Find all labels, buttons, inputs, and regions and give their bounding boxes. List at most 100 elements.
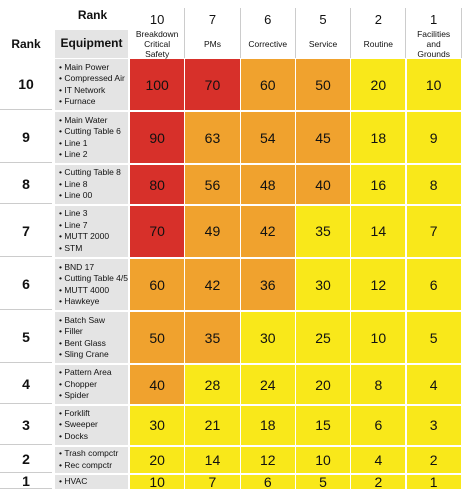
equipment-item: Forklift bbox=[59, 408, 98, 420]
value-cell: 40 bbox=[130, 365, 185, 404]
value-cell: 2 bbox=[406, 446, 461, 473]
value-cell: 9 bbox=[406, 112, 461, 164]
row-rank: 2 bbox=[0, 447, 52, 473]
value-cell: 63 bbox=[185, 112, 240, 164]
column-name: Service bbox=[296, 30, 352, 58]
equipment-items: Main PowerCompressed AirIT NetworkFurnac… bbox=[59, 62, 125, 108]
equipment-item: Furnace bbox=[59, 96, 125, 108]
equipment-item: Line 7 bbox=[59, 220, 109, 232]
value-cell: 70 bbox=[130, 205, 185, 257]
column-name: Routine bbox=[351, 30, 407, 58]
row-rank: 5 bbox=[0, 312, 52, 364]
row-rank: 4 bbox=[0, 365, 52, 404]
row-rank: 7 bbox=[0, 206, 52, 257]
value-cell: 16 bbox=[351, 165, 406, 204]
equipment-item: Sling Crane bbox=[59, 349, 108, 361]
column-rank: 10 bbox=[130, 8, 186, 30]
value-cell: 12 bbox=[351, 259, 406, 311]
value-cell: 35 bbox=[295, 205, 351, 257]
value-cell: 56 bbox=[185, 165, 240, 204]
equipment-item: Line 00 bbox=[59, 190, 121, 202]
equipment-items: Batch SawFillerBent GlassSling Crane bbox=[59, 315, 109, 361]
value-cell: 70 bbox=[185, 59, 240, 111]
equipment-items: Cutting Table 8Line 8Line 00 bbox=[59, 167, 121, 202]
value-cell: 20 bbox=[351, 59, 406, 111]
row-rank: 6 bbox=[0, 259, 52, 311]
equipment-item: Pattern Area bbox=[59, 367, 111, 379]
equipment-item: HVAC bbox=[59, 476, 87, 488]
equipment-item: Rec compctr bbox=[59, 460, 118, 472]
value-cell: 15 bbox=[295, 405, 351, 445]
equipment-item: Main Water bbox=[59, 115, 121, 127]
equipment-list: ForkliftSweeperDocks bbox=[55, 405, 128, 445]
value-cell: 10 bbox=[295, 446, 351, 473]
value-cell: 40 bbox=[295, 165, 351, 204]
equipment-item: Line 8 bbox=[59, 179, 121, 191]
value-cell: 48 bbox=[240, 165, 295, 204]
value-cell: 7 bbox=[406, 205, 461, 257]
column-rank: 5 bbox=[296, 8, 352, 30]
value-cell: 21 bbox=[185, 405, 240, 445]
top-rank-label: Rank bbox=[77, 8, 108, 22]
equipment-item: Batch Saw bbox=[59, 315, 109, 327]
value-cell: 6 bbox=[351, 405, 406, 445]
equipment-list: Pattern AreaChopperSpider bbox=[55, 365, 128, 404]
equipment-item: Chopper bbox=[59, 379, 112, 391]
value-cell: 28 bbox=[185, 365, 240, 404]
column-rank: 6 bbox=[241, 8, 296, 30]
equipment-list: Main WaterCutting Table 6Line 1Line 2 bbox=[55, 112, 128, 164]
value-cell: 7 bbox=[185, 474, 240, 490]
equipment-item: Cutting Table 8 bbox=[59, 167, 121, 179]
value-cell: 4 bbox=[351, 446, 406, 473]
equipment-items: ForkliftSweeperDocks bbox=[59, 408, 98, 443]
equipment-items: Pattern AreaChopperSpider bbox=[59, 367, 112, 402]
equipment-items: Main WaterCutting Table 6Line 1Line 2 bbox=[59, 115, 121, 161]
value-cell: 50 bbox=[295, 59, 351, 111]
value-cell: 5 bbox=[406, 312, 461, 364]
equipment-list: HVAC bbox=[55, 474, 128, 489]
value-cell: 1 bbox=[406, 474, 461, 490]
value-cell: 100 bbox=[130, 59, 185, 111]
value-cell: 30 bbox=[130, 405, 185, 445]
equipment-item: Cutting Table 6 bbox=[59, 126, 121, 138]
row-rank: 8 bbox=[0, 165, 52, 204]
column-name: Breakdown Critical Safety bbox=[130, 29, 186, 59]
equipment-list: Cutting Table 8Line 8Line 00 bbox=[55, 165, 128, 204]
value-cell: 42 bbox=[185, 259, 240, 311]
value-cell: 36 bbox=[240, 259, 295, 311]
value-cell: 6 bbox=[406, 259, 461, 311]
row-rank: 9 bbox=[0, 112, 52, 164]
value-cell: 5 bbox=[295, 474, 351, 490]
equipment-item: Compressed Air bbox=[59, 73, 124, 85]
column-rank: 2 bbox=[351, 8, 407, 30]
value-cell: 80 bbox=[130, 165, 185, 204]
equipment-items: BND 17Cutting Table 4/5MUTT 4000Hawkeye bbox=[59, 262, 128, 308]
equipment-list: Line 3Line 7MUTT 2000STM bbox=[55, 205, 128, 257]
value-cell: 18 bbox=[351, 112, 406, 164]
equipment-items: HVAC bbox=[59, 476, 87, 488]
equipment-item: Docks bbox=[59, 431, 98, 443]
equipment-item: Hawkeye bbox=[59, 296, 128, 308]
equipment-item: MUTT 4000 bbox=[59, 285, 128, 297]
column-name: Corrective bbox=[241, 30, 296, 58]
value-cell: 20 bbox=[130, 446, 185, 473]
equipment-item: Spider bbox=[59, 390, 112, 402]
value-cell: 30 bbox=[240, 312, 295, 364]
value-cell: 14 bbox=[351, 205, 406, 257]
value-cell: 10 bbox=[130, 474, 185, 490]
equipment-list: Trash compctrRec compctr bbox=[55, 446, 128, 473]
row-rank: 1 bbox=[0, 473, 52, 489]
equipment-list: Main PowerCompressed AirIT NetworkFurnac… bbox=[55, 59, 128, 111]
column-name: Facilities and Grounds bbox=[407, 29, 462, 59]
equipment-item: STM bbox=[59, 243, 109, 255]
equipment-item: Bent Glass bbox=[59, 338, 109, 350]
equipment-item: Sweeper bbox=[59, 419, 98, 431]
value-cell: 60 bbox=[130, 259, 185, 311]
value-cell: 8 bbox=[406, 165, 461, 204]
value-cell: 30 bbox=[295, 259, 351, 311]
equipment-item: BND 17 bbox=[59, 262, 128, 274]
value-cell: 42 bbox=[240, 205, 295, 257]
value-cell: 54 bbox=[240, 112, 295, 164]
value-cell: 90 bbox=[130, 112, 185, 164]
value-cell: 45 bbox=[295, 112, 351, 164]
